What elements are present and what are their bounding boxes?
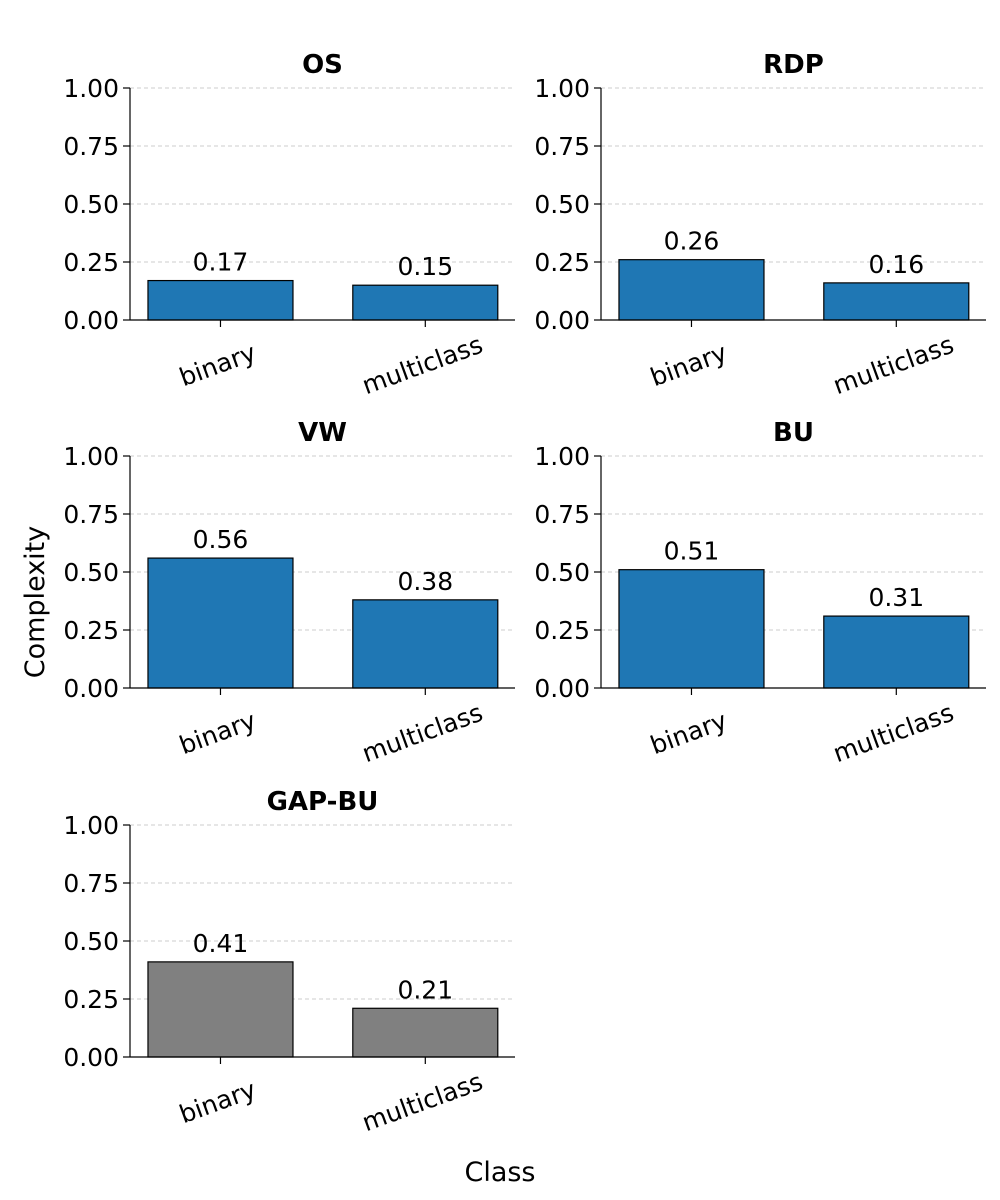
panel-rdp: 0.00 0.25 0.50 0.75 1.00 0.26 binary 0.16 multic… xyxy=(534,50,986,400)
y-tick-label: 1.00 xyxy=(63,74,119,103)
bar-multiclass xyxy=(352,284,499,321)
y-tick-label: 0.50 xyxy=(63,927,119,956)
subplots: 0.00 0.25 0.50 0.75 1.00 0.17 binary 0.15 multic… xyxy=(63,50,986,1137)
bar-binary xyxy=(618,259,765,321)
data-label: 0.56 xyxy=(193,525,249,554)
y-tick-label: 0.00 xyxy=(63,306,119,335)
panel-title: RDP xyxy=(763,50,824,80)
y-tick-label: 1.00 xyxy=(534,442,590,471)
data-label: 0.51 xyxy=(664,537,720,566)
x-tick-label: binary xyxy=(646,338,730,392)
panel-bu: 0.00 0.25 0.50 0.75 1.00 0.51 binary 0.31 multic… xyxy=(534,418,986,768)
y-tick-label: 1.00 xyxy=(63,811,119,840)
x-tick-label: binary xyxy=(175,1075,259,1129)
x-tick-label: binary xyxy=(175,338,259,392)
y-tick-label: 0.50 xyxy=(534,558,590,587)
y-tick-label: 0.75 xyxy=(63,500,119,529)
y-tick-label: 0.75 xyxy=(63,869,119,898)
y-tick-label: 0.00 xyxy=(63,674,119,703)
y-tick-label: 0.75 xyxy=(63,132,119,161)
y-tick-label: 0.50 xyxy=(63,558,119,587)
bar-multiclass xyxy=(823,282,970,321)
y-tick-label: 0.25 xyxy=(63,248,119,277)
bar-binary xyxy=(147,557,294,689)
panel-title: GAP-BU xyxy=(267,787,379,817)
y-tick-label: 0.00 xyxy=(63,1043,119,1072)
y-tick-label: 0.75 xyxy=(534,132,590,161)
y-tick-label: 0.00 xyxy=(534,306,590,335)
bar-binary xyxy=(147,279,294,321)
x-tick-label: multiclass xyxy=(358,1067,486,1137)
data-label: 0.31 xyxy=(868,583,924,612)
y-tick-label: 0.25 xyxy=(63,985,119,1014)
bar-multiclass xyxy=(352,599,499,689)
x-tick-label: multiclass xyxy=(829,698,957,768)
bar-multiclass xyxy=(823,615,970,689)
data-label: 0.21 xyxy=(397,975,453,1004)
data-label: 0.17 xyxy=(193,248,249,277)
y-tick-label: 0.50 xyxy=(534,190,590,219)
data-label: 0.41 xyxy=(193,929,249,958)
panel-os: 0.00 0.25 0.50 0.75 1.00 0.17 binary 0.15 multic… xyxy=(63,50,515,400)
y-axis-label: Complexity xyxy=(20,526,51,679)
bar-binary xyxy=(618,569,765,689)
data-label: 0.26 xyxy=(664,227,720,256)
bar-multiclass xyxy=(352,1007,499,1058)
bar-binary xyxy=(147,961,294,1058)
y-tick-label: 0.25 xyxy=(534,248,590,277)
x-axis-label: Class xyxy=(464,1157,535,1188)
y-tick-label: 1.00 xyxy=(63,442,119,471)
x-tick-label: binary xyxy=(646,706,730,760)
panel-title: BU xyxy=(773,418,814,448)
panel-title: OS xyxy=(302,50,343,80)
x-tick-label: multiclass xyxy=(358,330,486,400)
x-tick-label: multiclass xyxy=(358,698,486,768)
y-tick-label: 0.25 xyxy=(534,616,590,645)
y-tick-label: 0.25 xyxy=(63,616,119,645)
x-tick-label: binary xyxy=(175,706,259,760)
panel-title: VW xyxy=(298,418,347,448)
y-tick-label: 1.00 xyxy=(534,74,590,103)
data-label: 0.16 xyxy=(868,250,924,279)
panel-vw: 0.00 0.25 0.50 0.75 1.00 0.56 binary 0.38 multic… xyxy=(63,418,515,768)
panel-gap-bu: 0.00 0.25 0.50 0.75 1.00 0.41 binary 0.21 multic… xyxy=(63,787,515,1137)
y-tick-label: 0.75 xyxy=(534,500,590,529)
y-tick-label: 0.50 xyxy=(63,190,119,219)
y-tick-label: 0.00 xyxy=(534,674,590,703)
data-label: 0.38 xyxy=(397,567,453,596)
data-label: 0.15 xyxy=(397,252,453,281)
x-tick-label: multiclass xyxy=(829,330,957,400)
